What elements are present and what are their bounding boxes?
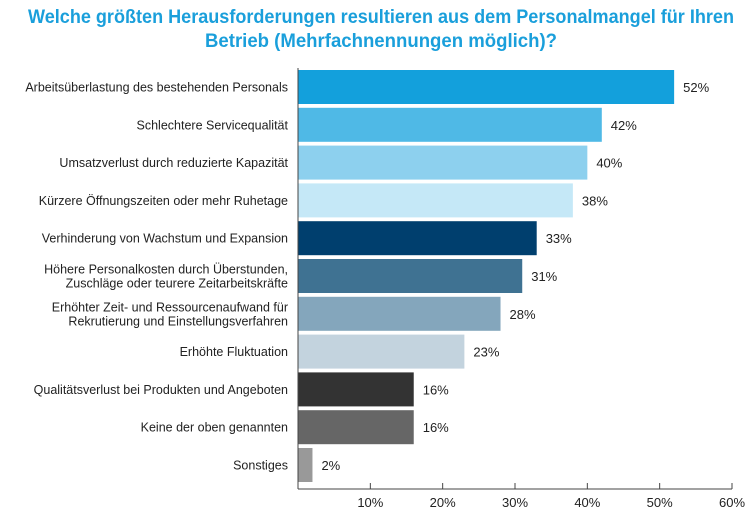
category-label: Umsatzverlust durch reduzierte Kapazität xyxy=(59,156,288,170)
x-tick-label: 20% xyxy=(430,495,456,510)
data-label: 33% xyxy=(546,231,572,246)
bar xyxy=(298,145,588,180)
data-label: 40% xyxy=(596,156,622,171)
bar xyxy=(298,334,465,369)
category-label: Sonstiges xyxy=(233,459,288,473)
category-label: Erhöhter Zeit- und Ressourcenaufwand für xyxy=(52,300,288,314)
category-label: Rekrutierung und Einstellungsverfahren xyxy=(68,314,288,328)
category-label: Verhinderung von Wachstum und Expansion xyxy=(42,232,288,246)
data-label: 16% xyxy=(423,382,449,397)
data-label: 23% xyxy=(473,345,499,360)
x-tick-label: 50% xyxy=(647,495,673,510)
category-label: Kürzere Öffnungszeiten oder mehr Ruhetag… xyxy=(39,194,288,208)
category-label: Erhöhte Fluktuation xyxy=(180,345,288,359)
category-label: Keine der oben genannten xyxy=(141,421,288,435)
data-label: 42% xyxy=(611,118,637,133)
bar xyxy=(298,221,537,256)
x-tick-label: 30% xyxy=(502,495,528,510)
bar xyxy=(298,70,675,104)
data-label: 28% xyxy=(510,307,536,322)
bar xyxy=(298,296,501,331)
x-tick-label: 60% xyxy=(719,495,745,510)
data-label: 2% xyxy=(321,458,340,473)
x-tick-label: 10% xyxy=(357,495,383,510)
category-label: Zuschläge oder teurere Zeitarbeitskräfte xyxy=(66,277,288,291)
chart-title-line-1: Welche größten Herausforderungen resulti… xyxy=(28,7,734,28)
data-label: 16% xyxy=(423,420,449,435)
category-label: Höhere Personalkosten durch Überstunden, xyxy=(44,263,288,277)
x-tick-label: 40% xyxy=(574,495,600,510)
data-label: 31% xyxy=(531,269,557,284)
chart-title-line-2: Betrieb (Mehrfachnennungen möglich)? xyxy=(205,31,557,52)
category-label: Qualitätsverlust bei Produkten und Angeb… xyxy=(34,383,288,397)
data-label: 38% xyxy=(582,193,608,208)
bar xyxy=(298,183,573,218)
x-axis: 10% 20% 30% 40% 50% 60% xyxy=(297,68,745,510)
category-label: Arbeitsüberlastung des bestehenden Perso… xyxy=(25,81,288,95)
bar xyxy=(298,448,313,482)
bar xyxy=(298,410,414,445)
bar xyxy=(298,259,523,293)
bars: 52% Arbeitsüberlastung des bestehenden Pe… xyxy=(25,70,710,482)
bar xyxy=(298,372,414,407)
bar xyxy=(298,107,602,142)
data-label: 52% xyxy=(683,80,709,95)
category-label: Schlechtere Servicequalität xyxy=(137,118,289,132)
